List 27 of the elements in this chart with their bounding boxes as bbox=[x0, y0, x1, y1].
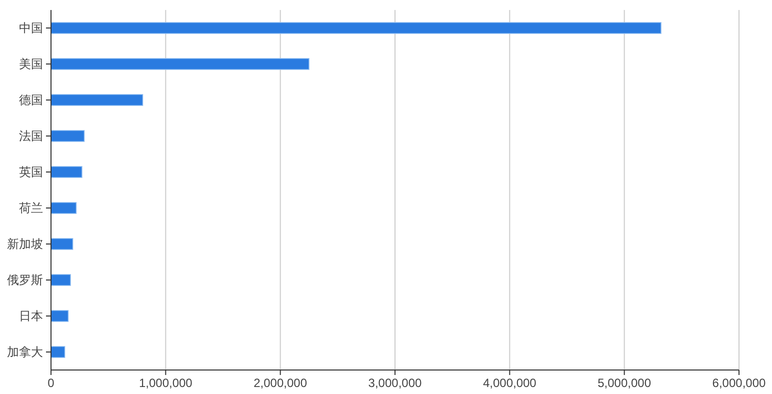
y-tick-label: 荷兰 bbox=[19, 201, 43, 215]
bar bbox=[50, 94, 144, 106]
bar bbox=[50, 274, 71, 286]
x-tick-label: 4,000,000 bbox=[482, 376, 537, 390]
bar bbox=[50, 166, 82, 178]
bar bbox=[50, 130, 85, 142]
x-tick-label: 6,000,000 bbox=[712, 376, 766, 390]
bar bbox=[50, 238, 74, 250]
y-tick-label: 日本 bbox=[19, 309, 43, 323]
x-tick-label: 0 bbox=[48, 376, 55, 390]
x-tick-label: 2,000,000 bbox=[254, 376, 308, 390]
bar bbox=[50, 58, 310, 70]
x-tick-label: 5,000,000 bbox=[598, 376, 652, 390]
y-tick-label: 美国 bbox=[19, 57, 43, 71]
bar bbox=[50, 346, 66, 358]
y-tick-label: 英国 bbox=[19, 165, 43, 179]
bar bbox=[50, 202, 77, 214]
bar bbox=[50, 310, 69, 322]
y-tick-label: 新加坡 bbox=[7, 237, 43, 251]
y-tick-label: 法国 bbox=[19, 129, 43, 143]
bar bbox=[50, 22, 662, 34]
y-tick-label: 中国 bbox=[19, 21, 43, 35]
x-tick-label: 3,000,000 bbox=[368, 376, 422, 390]
x-tick-label: 1,000,000 bbox=[138, 376, 193, 390]
y-tick-label: 德国 bbox=[19, 93, 43, 107]
y-tick-label: 俄罗斯 bbox=[7, 273, 43, 287]
y-tick-label: 加拿大 bbox=[7, 345, 43, 359]
